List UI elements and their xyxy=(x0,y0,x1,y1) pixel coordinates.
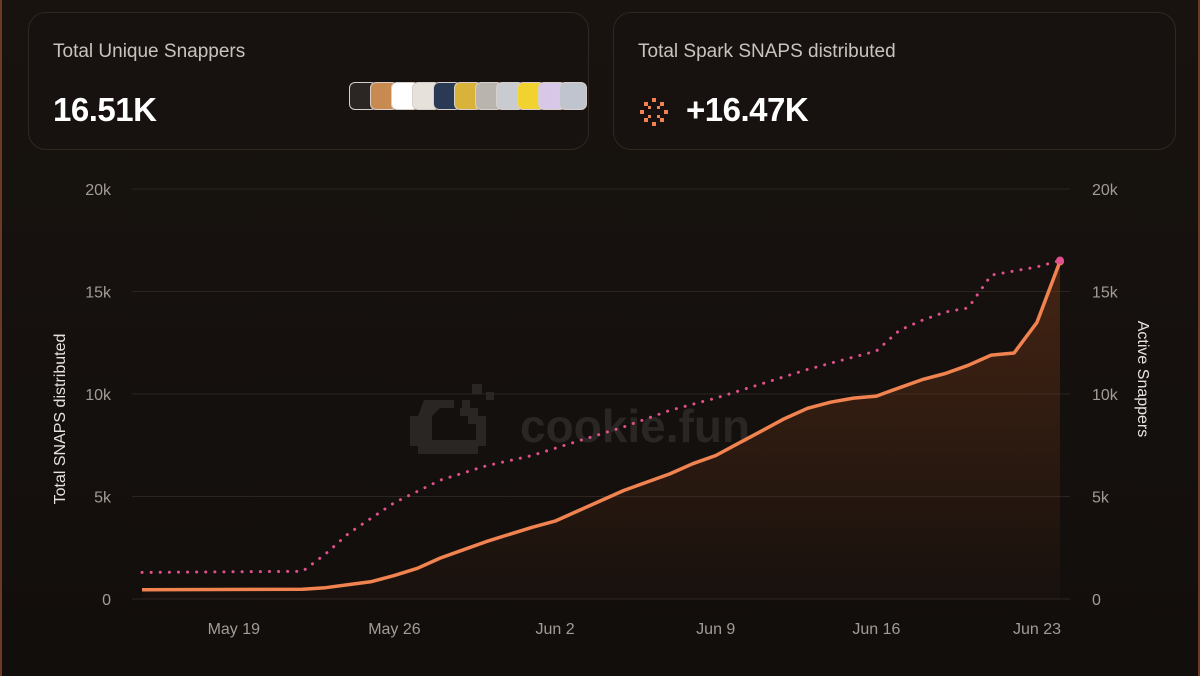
y-tick-label: 5k xyxy=(94,490,112,507)
watermark-text: cookie.fun xyxy=(520,400,750,452)
x-tick-label: Jun 23 xyxy=(1013,621,1061,638)
y2-tick-label: 15k xyxy=(1092,285,1119,302)
y-tick-label: 0 xyxy=(102,592,111,609)
x-tick-label: May 19 xyxy=(208,621,261,638)
y2-tick-label: 0 xyxy=(1092,592,1101,609)
total-snaps-line xyxy=(141,260,1062,592)
unique-snappers-label: Total Unique Snappers xyxy=(53,41,246,62)
avatar[interactable] xyxy=(559,82,587,110)
total-snaps-area xyxy=(142,261,1060,599)
y2-tick-label: 10k xyxy=(1092,387,1119,404)
active-snappers-line xyxy=(140,259,1062,574)
spark-icon xyxy=(640,98,668,126)
y-tick-label: 20k xyxy=(85,182,112,199)
snaps-chart: cookie.fun 0 5k 10k 15k 20k 0 5k 10k 15k 20k May 1… xyxy=(52,182,1151,638)
x-tick-label: May 26 xyxy=(368,621,421,638)
x-tick-label: Jun 2 xyxy=(536,621,575,638)
spark-snaps-value: +16.47K xyxy=(686,91,809,128)
spark-snaps-label: Total Spark SNAPS distributed xyxy=(638,41,896,62)
active-snappers-endpoint xyxy=(1056,256,1064,265)
x-tick-label: Jun 16 xyxy=(852,621,900,638)
y-tick-label: 10k xyxy=(85,387,112,404)
spark-snaps-card: Total Spark SNAPS distributed +16.47K xyxy=(613,12,1176,150)
snapper-avatar-stack[interactable] xyxy=(349,82,591,114)
unique-snappers-card: Total Unique Snappers 16.51K xyxy=(28,12,589,150)
y2-tick-label: 20k xyxy=(1092,182,1119,199)
y2-tick-label: 5k xyxy=(1092,490,1110,507)
unique-snappers-value: 16.51K xyxy=(53,91,157,128)
y-axis-title: Total SNAPS distributed xyxy=(52,334,69,505)
y-tick-label: 15k xyxy=(85,285,112,302)
x-tick-label: Jun 9 xyxy=(696,621,735,638)
cookie-fun-watermark: cookie.fun xyxy=(410,384,750,454)
y2-axis-title: Active Snappers xyxy=(1134,321,1151,438)
cookie-logo-icon xyxy=(410,384,494,454)
